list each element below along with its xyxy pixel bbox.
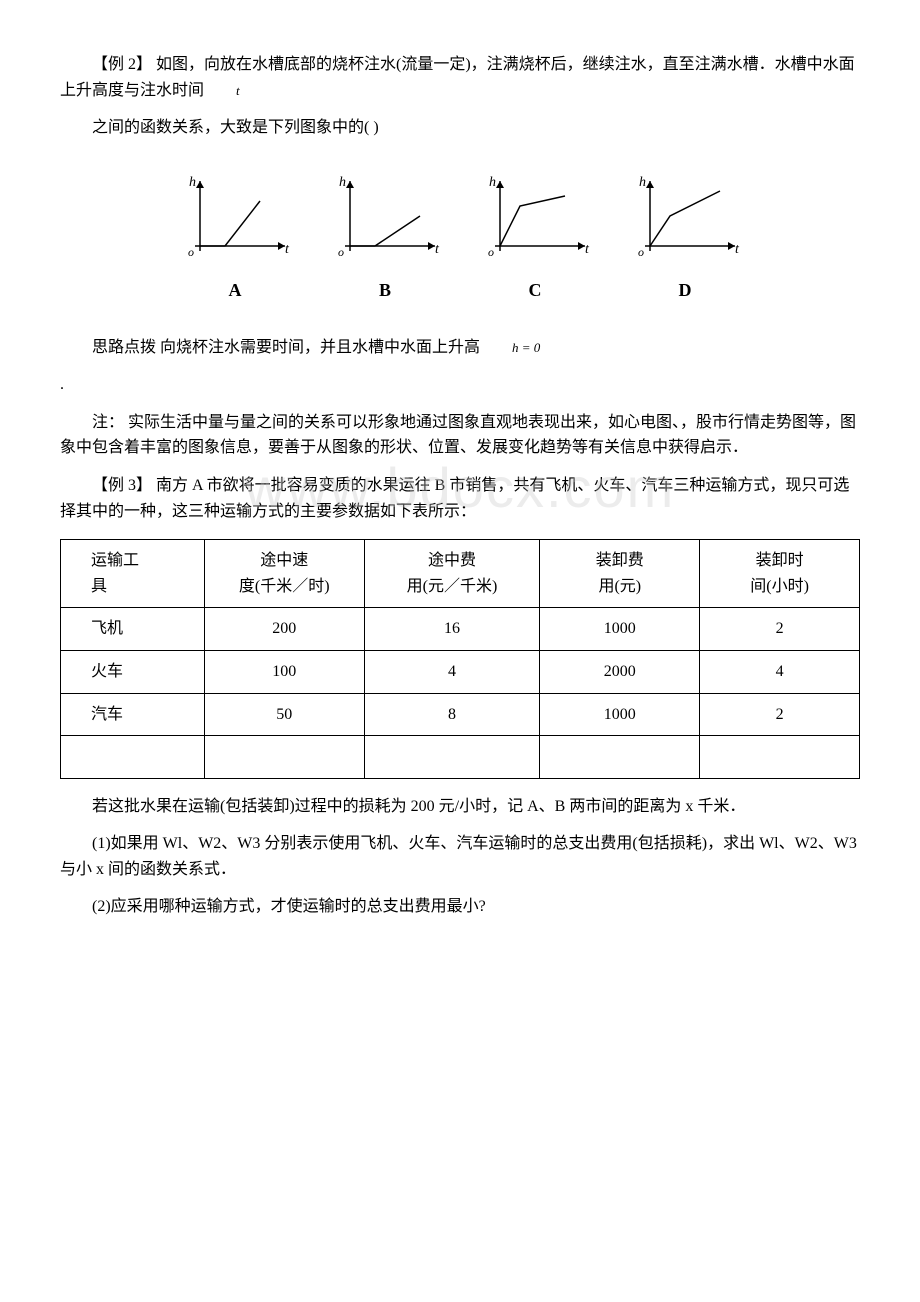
variable-t: t [204, 81, 240, 102]
table-cell [700, 736, 860, 779]
note-text: 注： 实际生活中量与量之间的关系可以形象地通过图象直观地表现出来，如心电图、，股… [60, 410, 860, 461]
table-cell: 火车 [61, 650, 205, 693]
svg-text:o: o [638, 245, 644, 259]
problem-intro: 若这批水果在运输(包括装卸)过程中的损耗为 200 元/小时，记 A、B 两市间… [60, 794, 860, 820]
table-header-cell: 途中费用(元／千米) [364, 540, 540, 608]
table-cell [364, 736, 540, 779]
graph-label-d: D [679, 276, 692, 305]
example2-text: 【例 2】 如图，向放在水槽底部的烧杯注水(流量一定)，注满烧杯后，继续注水，直… [60, 52, 860, 103]
table-cell: 1000 [540, 693, 700, 736]
svg-text:h: h [639, 175, 646, 190]
svg-text:h: h [189, 175, 196, 190]
table-cell: 汽车 [61, 693, 205, 736]
table-cell: 2 [700, 693, 860, 736]
svg-text:t: t [285, 242, 290, 257]
graph-label-a: A [229, 276, 242, 305]
table-cell: 2000 [540, 650, 700, 693]
problem-q2: (2)应采用哪种运输方式，才使运输时的总支出费用最小? [60, 894, 860, 920]
hint-text: 思路点拨 向烧杯注水需要时间，并且水槽中水面上升高h = 0 [60, 335, 860, 361]
table-cell: 4 [364, 650, 540, 693]
table-cell [540, 736, 700, 779]
table-cell [61, 736, 205, 779]
graph-option-d: h t o D [625, 171, 745, 305]
graph-svg-b: h t o [325, 171, 445, 271]
table-header-cell: 装卸费用(元) [540, 540, 700, 608]
graph-svg-c: h t o [475, 171, 595, 271]
example2-title: 【例 2】 如图，向放在水槽底部的烧杯注水(流量一定)，注满烧杯后，继续注水，直… [60, 56, 855, 99]
graphs-row: h t o A h t o B h t o C [60, 171, 860, 305]
hint-period: . [60, 372, 860, 398]
table-header-cell: 装卸时间(小时) [700, 540, 860, 608]
transport-table: 运输工具途中速度(千米／时)途中费用(元／千米)装卸费用(元)装卸时间(小时) 飞… [60, 539, 860, 779]
table-cell: 1000 [540, 608, 700, 651]
graph-option-c: h t o C [475, 171, 595, 305]
svg-text:t: t [435, 242, 440, 257]
table-cell: 200 [204, 608, 364, 651]
table-cell: 50 [204, 693, 364, 736]
example2-question: 之间的函数关系，大致是下列图象中的( ) [60, 115, 860, 141]
graph-svg-a: h t o [175, 171, 295, 271]
svg-text:h: h [339, 175, 346, 190]
table-cell: 100 [204, 650, 364, 693]
table-cell [204, 736, 364, 779]
table-cell: 2 [700, 608, 860, 651]
example3-title: 【例 3】 南方 A 市欲将一批容易变质的水果运往 B 市销售，共有飞机、火车、… [60, 473, 860, 524]
svg-text:h: h [489, 175, 496, 190]
table-header-cell: 途中速度(千米／时) [204, 540, 364, 608]
graph-label-c: C [529, 276, 542, 305]
svg-text:t: t [585, 242, 590, 257]
table-cell: 飞机 [61, 608, 205, 651]
table-cell: 4 [700, 650, 860, 693]
graph-svg-d: h t o [625, 171, 745, 271]
hint-formula: h = 0 [480, 338, 540, 359]
graph-option-b: h t o B [325, 171, 445, 305]
svg-text:o: o [188, 245, 194, 259]
hint-prefix: 思路点拨 向烧杯注水需要时间，并且水槽中水面上升高 [92, 339, 480, 356]
table-cell: 8 [364, 693, 540, 736]
svg-text:o: o [338, 245, 344, 259]
svg-text:t: t [735, 242, 740, 257]
graph-option-a: h t o A [175, 171, 295, 305]
graph-label-b: B [379, 276, 391, 305]
svg-text:o: o [488, 245, 494, 259]
table-header-cell: 运输工具 [61, 540, 205, 608]
problem-q1: (1)如果用 Wl、W2、W3 分别表示使用飞机、火车、汽车运输时的总支出费用(… [60, 831, 860, 882]
table-cell: 16 [364, 608, 540, 651]
